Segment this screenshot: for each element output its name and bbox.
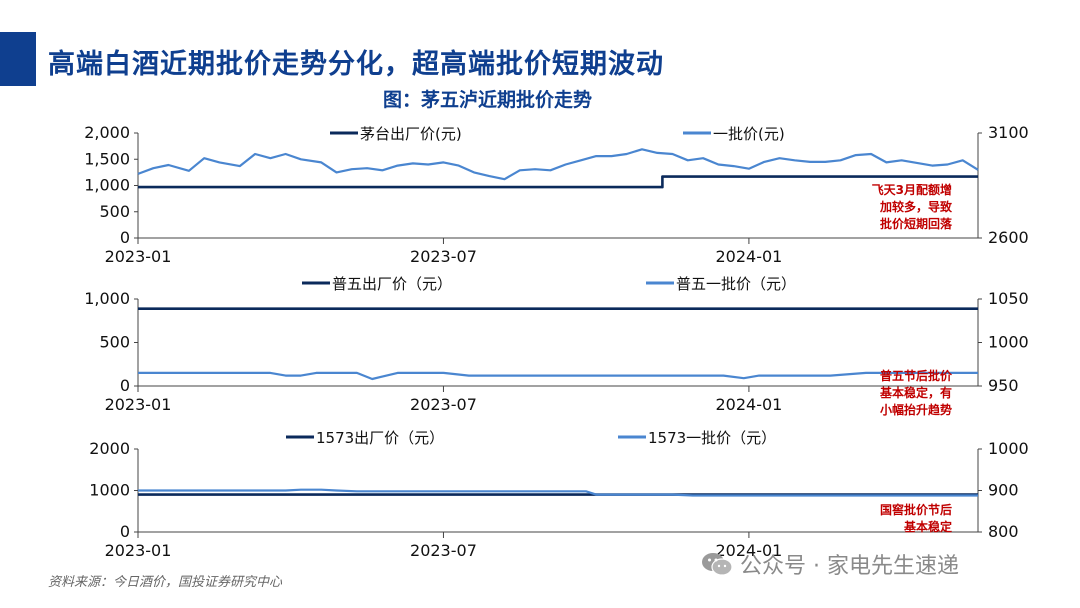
left-tick-label: 1,500 <box>84 149 130 168</box>
wechat-icon <box>702 553 733 576</box>
annotation-text: 国窖批价节后 <box>880 502 952 517</box>
chart-subtitle: 图：茅五泸近期批价走势 <box>383 89 593 111</box>
right-tick-label: 1050 <box>988 289 1029 308</box>
legend-label: 普五出厂价（元） <box>332 275 452 293</box>
x-tick-label: 2024-01 <box>715 247 782 266</box>
right-tick-label: 800 <box>988 522 1019 541</box>
annotation-text: 基本稳定，有 <box>879 385 952 400</box>
left-tick-label: 0 <box>120 376 130 395</box>
left-tick-label: 2000 <box>89 439 130 458</box>
x-tick-label: 2023-01 <box>105 395 172 414</box>
x-tick-label: 2023-07 <box>410 541 477 560</box>
x-tick-label: 2024-01 <box>715 541 782 560</box>
source-note: 资料来源：今日酒价，国投证券研究中心 <box>48 575 283 590</box>
legend-label: 一批价(元) <box>713 125 785 143</box>
annotation-text: 飞天3月配额增 <box>872 182 952 197</box>
right-tick-label: 2600 <box>988 228 1029 247</box>
annotation-text: 基本稳定 <box>903 519 952 534</box>
series-line-2 <box>137 148 979 181</box>
left-tick-label: 1,000 <box>84 289 130 308</box>
annotation-text: 小幅抬升趋势 <box>880 402 952 417</box>
page-title: 高端白酒近期批价走势分化，超高端批价短期波动 <box>48 49 664 80</box>
right-tick-label: 1000 <box>988 333 1029 352</box>
series-line-2 <box>138 371 978 381</box>
left-tick-label: 2,000 <box>84 123 130 142</box>
left-tick-label: 0 <box>120 228 130 247</box>
legend-label: 茅台出厂价(元) <box>360 125 462 143</box>
legend-label: 普五一批价（元） <box>676 275 796 293</box>
annotation-text: 加较多，导致 <box>879 199 953 214</box>
x-tick-label: 2023-01 <box>105 541 172 560</box>
left-tick-label: 500 <box>99 333 130 352</box>
x-tick-label: 2023-07 <box>410 247 477 266</box>
legend-label: 1573一批价（元） <box>648 429 776 447</box>
watermark: 公众号 · 家电先生速递 <box>700 548 959 580</box>
left-tick-label: 500 <box>99 202 130 221</box>
x-tick-label: 2023-01 <box>105 247 172 266</box>
right-tick-label: 900 <box>988 481 1019 500</box>
watermark-text: 公众号 · 家电先生速递 <box>740 554 959 579</box>
x-tick-label: 2024-01 <box>715 395 782 414</box>
right-tick-label: 950 <box>988 376 1019 395</box>
left-tick-label: 0 <box>120 522 130 541</box>
left-tick-label: 1000 <box>89 481 130 500</box>
series-line-1 <box>138 175 978 189</box>
right-tick-label: 3100 <box>988 123 1029 142</box>
right-tick-label: 1000 <box>988 439 1029 458</box>
title-accent-bar <box>0 32 36 86</box>
legend-label: 1573出厂价（元） <box>316 429 444 447</box>
left-tick-label: 1,000 <box>84 176 130 195</box>
x-tick-label: 2023-07 <box>410 395 477 414</box>
annotation-text: 普五节后批价 <box>880 368 953 383</box>
series-line-2 <box>138 488 978 497</box>
annotation-text: 批价短期回落 <box>880 216 953 231</box>
